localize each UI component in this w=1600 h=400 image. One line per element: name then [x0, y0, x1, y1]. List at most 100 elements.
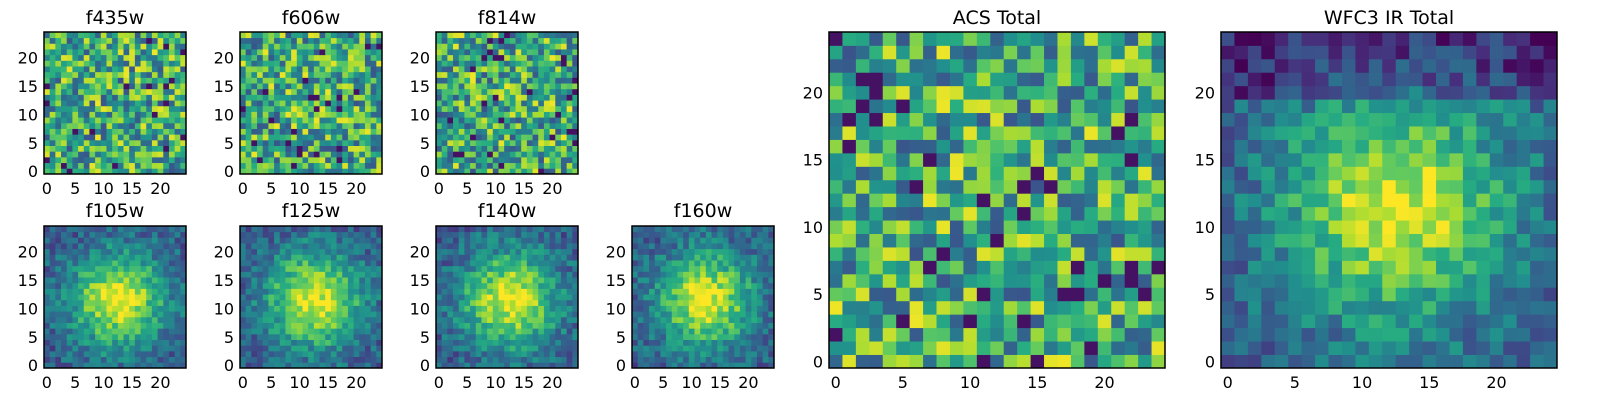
heatmap-cell: [146, 226, 153, 233]
heatmap-cell: [44, 237, 51, 244]
heatmap-cell: [722, 237, 729, 244]
heatmap-cell: [336, 282, 343, 289]
heatmap-cell: [180, 88, 187, 95]
heatmap-cell: [515, 156, 522, 164]
heatmap-cell: [487, 168, 494, 175]
heatmap-cell: [458, 271, 465, 278]
heatmap-cell: [353, 282, 360, 289]
heatmap-cell: [89, 117, 96, 124]
heatmap-cell: [78, 156, 85, 164]
heatmap-cell: [521, 226, 528, 233]
heatmap-cell: [89, 243, 96, 250]
heatmap-cell: [83, 260, 90, 267]
heatmap-cell: [336, 128, 343, 135]
heatmap-cell: [1057, 287, 1072, 302]
heatmap-cell: [481, 316, 488, 323]
heatmap-cell: [509, 122, 516, 129]
heatmap-cell: [705, 356, 712, 363]
heatmap-cell: [168, 151, 176, 158]
heatmap-cell: [504, 77, 511, 84]
heatmap-cell: [543, 156, 550, 164]
heatmap-cell: [245, 345, 252, 352]
heatmap-cell: [313, 139, 320, 146]
heatmap-cell: [896, 354, 911, 369]
heatmap-cell: [330, 117, 337, 124]
heatmap-cell: [359, 71, 366, 78]
heatmap-cell: [285, 139, 292, 146]
heatmap-cell: [711, 305, 718, 312]
heatmap-cell: [61, 260, 68, 267]
heatmap-cell: [566, 271, 573, 278]
heatmap-cell: [134, 43, 141, 50]
heatmap-cell: [129, 288, 136, 295]
heatmap-cell: [734, 322, 741, 329]
heatmap-cell: [274, 231, 281, 238]
heatmap-cell: [549, 237, 556, 244]
heatmap-cell: [671, 277, 678, 284]
heatmap-cell: [694, 271, 701, 278]
heatmap-cell: [66, 162, 73, 169]
heatmap-cell: [83, 122, 90, 129]
heatmap-cell: [492, 237, 499, 244]
heatmap-cell: [376, 122, 383, 129]
heatmap-cell: [140, 122, 147, 129]
heatmap-cell: [936, 220, 951, 234]
heatmap-cell: [829, 300, 843, 315]
heatmap-cell: [117, 37, 124, 44]
heatmap-cell: [146, 77, 153, 84]
heatmap-cell: [842, 99, 857, 114]
heatmap-cell: [649, 265, 656, 272]
heatmap-cell: [117, 305, 124, 312]
heatmap-cell: [140, 71, 147, 78]
heatmap-cell: [532, 32, 539, 39]
heatmap-cell: [498, 226, 505, 233]
heatmap-cell: [174, 94, 181, 101]
heatmap-cell: [151, 100, 158, 107]
x-tick-label: 0: [42, 179, 52, 198]
heatmap-cell: [325, 226, 332, 233]
heatmap-cell: [453, 316, 460, 323]
heatmap-cell: [274, 122, 281, 129]
heatmap-cell: [262, 333, 269, 340]
heatmap-cell: [359, 111, 366, 118]
heatmap-cell: [632, 345, 639, 352]
heatmap-cell: [336, 77, 343, 84]
heatmap-cell: [515, 237, 522, 244]
heatmap-cell: [240, 231, 247, 238]
heatmap-cell: [257, 248, 264, 255]
heatmap-cell: [376, 60, 383, 67]
heatmap-cell: [66, 71, 73, 78]
heatmap-cell: [560, 356, 568, 363]
heatmap-cell: [532, 362, 539, 369]
heatmap-cell: [756, 316, 764, 323]
heatmap-cell: [44, 60, 51, 67]
heatmap-cell: [55, 305, 62, 312]
heatmap-cell: [515, 339, 522, 346]
heatmap-cell: [359, 248, 366, 255]
heatmap-cell: [498, 60, 505, 67]
heatmap-cell: [55, 139, 62, 146]
heatmap-cell: [180, 105, 187, 112]
heatmap-cell: [949, 341, 964, 355]
heatmap-cell: [1044, 166, 1058, 181]
heatmap-cell: [123, 49, 130, 56]
heatmap-cell: [319, 243, 326, 250]
heatmap-cell: [112, 362, 119, 369]
heatmap-cell: [526, 71, 533, 78]
heatmap-cell: [649, 282, 656, 289]
heatmap-cell: [55, 271, 62, 278]
heatmap-cell: [909, 287, 924, 302]
heatmap-cell: [990, 327, 1005, 342]
heatmap-cell: [257, 162, 264, 169]
heatmap-cell: [106, 243, 113, 250]
heatmap-cell: [240, 60, 247, 67]
heatmap-cell: [1111, 233, 1126, 248]
heatmap-cell: [509, 311, 516, 318]
heatmap-cell: [245, 139, 252, 146]
heatmap-cell: [257, 117, 264, 124]
heatmap-cell: [1057, 206, 1072, 221]
heatmap-cell: [146, 37, 153, 44]
heatmap-cell: [677, 282, 684, 289]
heatmap-cell: [308, 94, 315, 101]
heatmap-cell: [117, 77, 124, 84]
